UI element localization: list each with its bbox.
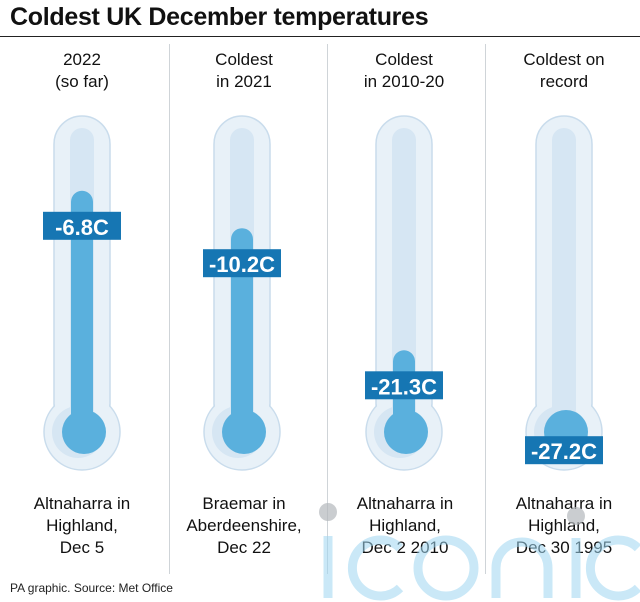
header-line: Coldest <box>375 50 433 69</box>
value-label: -21.3C <box>371 374 437 399</box>
column-footer-location: Braemar in Aberdeenshire, Dec 22 <box>164 493 324 559</box>
column-divider <box>169 44 170 574</box>
mercury-bulb <box>62 410 106 454</box>
mercury-column <box>71 190 93 432</box>
footer-line: Highland, <box>46 516 118 535</box>
footer-line: Altnaharra in <box>33 494 131 513</box>
header-line: (so far) <box>55 72 109 91</box>
header-line: Coldest <box>215 50 273 69</box>
header-line: in 2021 <box>216 72 272 91</box>
value-label: -6.8C <box>55 215 109 240</box>
footer-line: Aberdeenshire, <box>186 516 302 535</box>
footer-line: Altnaharra in <box>515 494 613 513</box>
column-divider <box>327 44 328 574</box>
column-footer-location: Altnaharra in Highland, Dec 5 <box>2 493 162 559</box>
footer-line: Dec 22 <box>217 538 271 557</box>
title-rule <box>0 36 640 37</box>
thermometer-inner-tube <box>552 128 576 432</box>
value-label-box <box>365 371 443 400</box>
column-divider <box>485 44 486 574</box>
value-label-box <box>203 249 281 278</box>
source-note: PA graphic. Source: Met Office <box>10 581 173 595</box>
header-line: Coldest on <box>523 50 605 69</box>
mercury-column <box>231 228 253 432</box>
header-line: record <box>539 72 589 91</box>
header-line: in 2010-20 <box>363 72 445 91</box>
column-header-2021: Coldest in 2021 <box>169 49 319 93</box>
iconic-watermark-logo <box>319 503 640 601</box>
column-header-2010-20: Coldest in 2010-20 <box>329 49 479 93</box>
mercury-bulb <box>222 410 266 454</box>
column-header-2022: 2022 (so far) <box>7 49 157 93</box>
value-label-box <box>525 436 603 465</box>
footer-line: Braemar in <box>202 494 286 513</box>
value-label: -10.2C <box>209 252 275 277</box>
column-header-record: Coldest on record <box>489 49 639 93</box>
value-label-box <box>43 211 121 240</box>
footer-line: Altnaharra in <box>356 494 454 513</box>
header-line: 2022 <box>63 50 101 69</box>
footer-line: Highland, <box>369 516 441 535</box>
value-label: -27.2C <box>531 439 597 464</box>
chart-title: Coldest UK December temperatures <box>10 3 429 31</box>
footer-line: Dec 5 <box>59 538 105 557</box>
mercury-bulb <box>384 410 428 454</box>
